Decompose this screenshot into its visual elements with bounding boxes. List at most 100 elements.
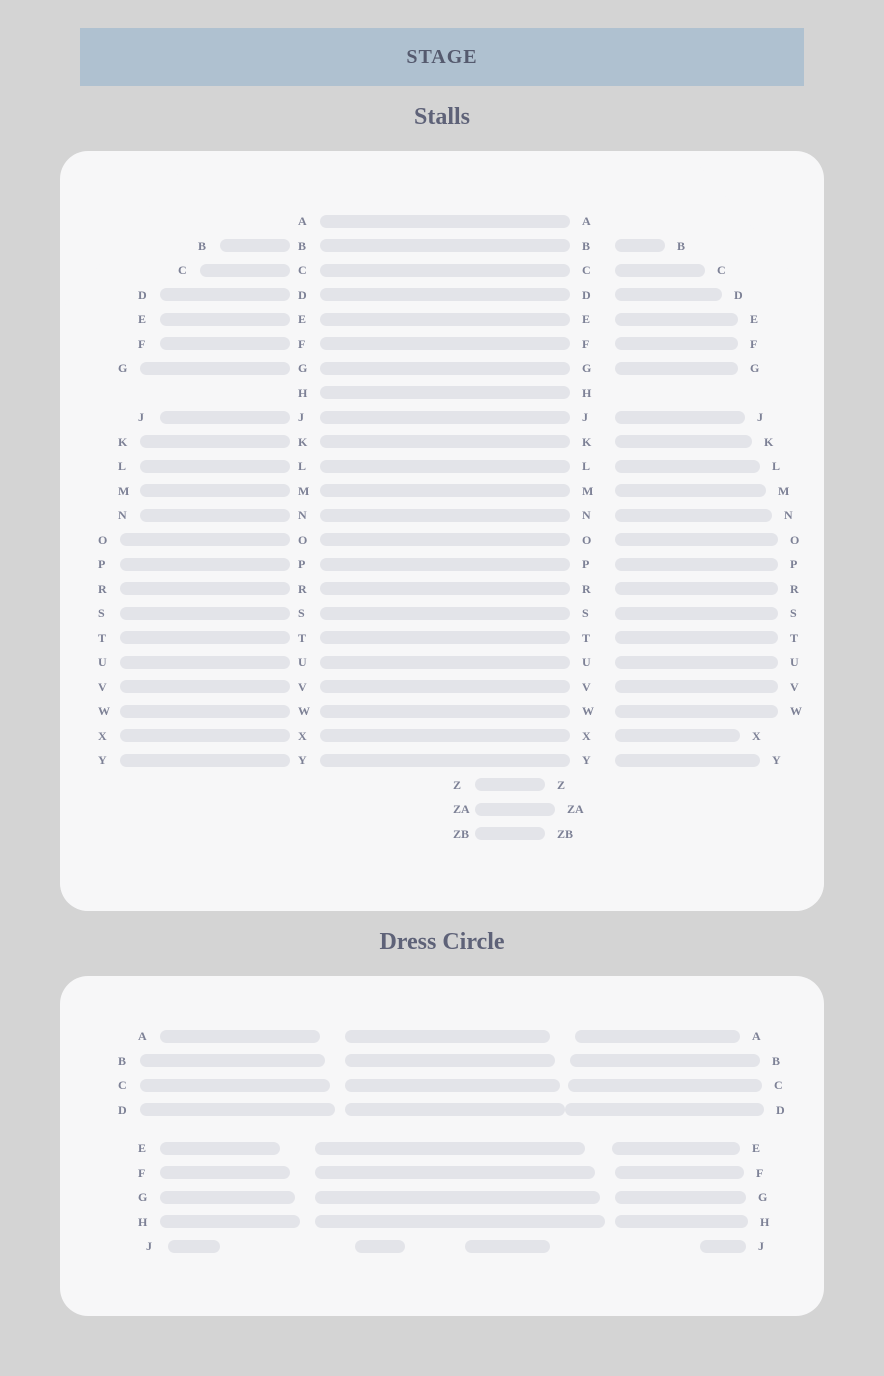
seat-row-bar[interactable] [320, 484, 570, 497]
seat-row-bar[interactable] [320, 656, 570, 669]
seat-row-bar[interactable] [345, 1103, 565, 1116]
seat-row-bar[interactable] [615, 288, 722, 301]
seat-row-bar[interactable] [160, 1166, 290, 1179]
seat-row-bar[interactable] [700, 1240, 746, 1253]
seat-row-bar[interactable] [615, 607, 778, 620]
seat-row-bar[interactable] [160, 1215, 300, 1228]
seat-row-bar[interactable] [315, 1191, 600, 1204]
seat-row-bar[interactable] [320, 288, 570, 301]
seat-row-bar[interactable] [120, 705, 290, 718]
seat-row-bar[interactable] [355, 1240, 405, 1253]
seat-row-bar[interactable] [140, 460, 290, 473]
seat-row-bar[interactable] [320, 239, 570, 252]
seat-row-bar[interactable] [615, 362, 738, 375]
seat-row-bar[interactable] [615, 1215, 748, 1228]
seat-row-bar[interactable] [615, 656, 778, 669]
seat-row-bar[interactable] [615, 435, 752, 448]
seat-row-bar[interactable] [345, 1079, 560, 1092]
seat-row-bar[interactable] [320, 386, 570, 399]
seat-row-bar[interactable] [120, 754, 290, 767]
seat-row-bar[interactable] [200, 264, 290, 277]
seat-row-bar[interactable] [615, 705, 778, 718]
seat-row-bar[interactable] [120, 631, 290, 644]
row-label: D [298, 289, 307, 301]
seat-row-bar[interactable] [475, 803, 555, 816]
seat-row-bar[interactable] [320, 411, 570, 424]
seat-row-bar[interactable] [612, 1142, 740, 1155]
seat-row-bar[interactable] [320, 435, 570, 448]
seat-row-bar[interactable] [615, 411, 745, 424]
seat-row-bar[interactable] [320, 264, 570, 277]
seat-row-bar[interactable] [615, 264, 705, 277]
seat-row-bar[interactable] [160, 1142, 280, 1155]
seat-row-bar[interactable] [320, 215, 570, 228]
seat-row-bar[interactable] [475, 827, 545, 840]
seat-row-bar[interactable] [140, 1103, 335, 1116]
seat-row-bar[interactable] [120, 607, 290, 620]
seat-row-bar[interactable] [315, 1142, 585, 1155]
seat-row-bar[interactable] [615, 680, 778, 693]
seat-row-bar[interactable] [615, 729, 740, 742]
seat-row-bar[interactable] [160, 313, 290, 326]
seat-row-bar[interactable] [140, 1054, 325, 1067]
seat-row-bar[interactable] [160, 411, 290, 424]
seat-row-bar[interactable] [615, 239, 665, 252]
seat-row-bar[interactable] [315, 1166, 595, 1179]
seat-row-bar[interactable] [160, 337, 290, 350]
seat-row-bar[interactable] [615, 1191, 746, 1204]
seat-row-bar[interactable] [320, 313, 570, 326]
seat-row-bar[interactable] [615, 533, 778, 546]
seat-row-bar[interactable] [320, 460, 570, 473]
seat-row-bar[interactable] [320, 705, 570, 718]
seat-row-bar[interactable] [568, 1079, 762, 1092]
seat-row-bar[interactable] [168, 1240, 220, 1253]
seat-row-bar[interactable] [615, 582, 778, 595]
seat-row-bar[interactable] [315, 1215, 605, 1228]
seat-row-bar[interactable] [320, 337, 570, 350]
seat-row-bar[interactable] [615, 313, 738, 326]
seat-row-bar[interactable] [615, 484, 766, 497]
seat-row-bar[interactable] [120, 582, 290, 595]
seat-row-bar[interactable] [320, 729, 570, 742]
seat-row-bar[interactable] [140, 1079, 330, 1092]
seat-row-bar[interactable] [575, 1030, 740, 1043]
seat-row-bar[interactable] [615, 558, 778, 571]
seat-row-bar[interactable] [565, 1103, 764, 1116]
seat-row-bar[interactable] [465, 1240, 550, 1253]
seat-row-bar[interactable] [140, 509, 290, 522]
seat-row-bar[interactable] [615, 631, 778, 644]
row-label: E [752, 1142, 760, 1154]
seat-row-bar[interactable] [615, 1166, 744, 1179]
seat-row-bar[interactable] [320, 631, 570, 644]
seat-row-bar[interactable] [160, 1030, 320, 1043]
seat-row-bar[interactable] [140, 362, 290, 375]
seat-row-bar[interactable] [120, 533, 290, 546]
seat-row-bar[interactable] [320, 680, 570, 693]
row-label: E [138, 1142, 146, 1154]
seat-row-bar[interactable] [320, 533, 570, 546]
seat-row-bar[interactable] [570, 1054, 760, 1067]
seat-row-bar[interactable] [120, 656, 290, 669]
seat-row-bar[interactable] [140, 484, 290, 497]
seat-row-bar[interactable] [320, 754, 570, 767]
seat-row-bar[interactable] [320, 509, 570, 522]
seat-row-bar[interactable] [140, 435, 290, 448]
seat-row-bar[interactable] [320, 582, 570, 595]
seat-row-bar[interactable] [120, 558, 290, 571]
seat-row-bar[interactable] [220, 239, 290, 252]
seat-row-bar[interactable] [120, 729, 290, 742]
seat-row-bar[interactable] [120, 680, 290, 693]
seat-row-bar[interactable] [160, 288, 290, 301]
seat-row-bar[interactable] [320, 362, 570, 375]
seat-row-bar[interactable] [345, 1054, 555, 1067]
seat-row-bar[interactable] [345, 1030, 550, 1043]
seat-row-bar[interactable] [475, 778, 545, 791]
seat-row-bar[interactable] [615, 754, 760, 767]
seat-row-bar[interactable] [615, 337, 738, 350]
seat-row-bar[interactable] [615, 509, 772, 522]
seat-row-bar[interactable] [320, 607, 570, 620]
seat-row-bar[interactable] [320, 558, 570, 571]
row-label: G [138, 1191, 147, 1203]
seat-row-bar[interactable] [160, 1191, 295, 1204]
seat-row-bar[interactable] [615, 460, 760, 473]
